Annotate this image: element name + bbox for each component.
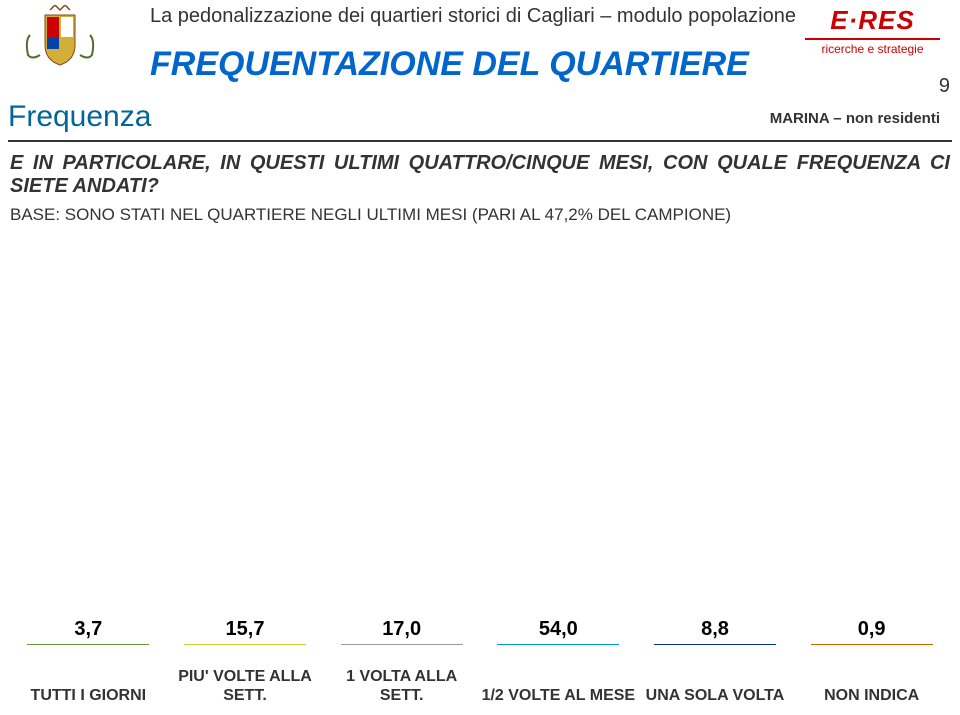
page-number: 9 (939, 75, 950, 98)
document-subtitle: La pedonalizzazione dei quartieri storic… (150, 5, 796, 28)
bar-value-label: 8,8 (637, 618, 794, 641)
bar (811, 644, 933, 645)
bar (27, 644, 149, 645)
brand-name: E·RES (805, 5, 940, 36)
bar-value-label: 3,7 (10, 618, 167, 641)
brand-tagline: ricerche e strategie (805, 42, 940, 56)
filter-label: MARINA – non residenti (770, 110, 940, 127)
page-title: FREQUENTAZIONE DEL QUARTIERE (150, 45, 749, 84)
bar-value-label: 0,9 (793, 618, 950, 641)
brand-logo: E·RES ricerche e strategie (805, 5, 940, 65)
x-axis-label: TUTTI I GIORNI (10, 686, 167, 705)
bar-value-label: 54,0 (480, 618, 637, 641)
x-axis-label: 1/2 VOLTE AL MESE (480, 686, 637, 705)
bar (497, 644, 619, 645)
bar (184, 644, 306, 645)
bar-value-label: 17,0 (323, 618, 480, 641)
bar-chart: 3,715,717,054,08,80,9 TUTTI I GIORNIPIU'… (10, 245, 950, 705)
x-axis-label: NON INDICA (793, 686, 950, 705)
bar (654, 644, 776, 645)
subheading-row: Frequenza MARINA – non residenti (0, 100, 960, 140)
city-crest-icon (20, 5, 110, 75)
bar (341, 644, 463, 645)
base-note: BASE: SONO STATI NEL QUARTIERE NEGLI ULT… (10, 205, 950, 225)
bar-value-label: 15,7 (167, 618, 324, 641)
header-divider (8, 140, 952, 142)
x-axis-label: PIU' VOLTE ALLA SETT. (167, 667, 324, 705)
x-axis-label: 1 VOLTA ALLA SETT. (323, 667, 480, 705)
survey-question: E IN PARTICOLARE, IN QUESTI ULTIMI QUATT… (10, 152, 950, 198)
section-label: Frequenza (8, 100, 151, 134)
x-axis-label: UNA SOLA VOLTA (637, 686, 794, 705)
